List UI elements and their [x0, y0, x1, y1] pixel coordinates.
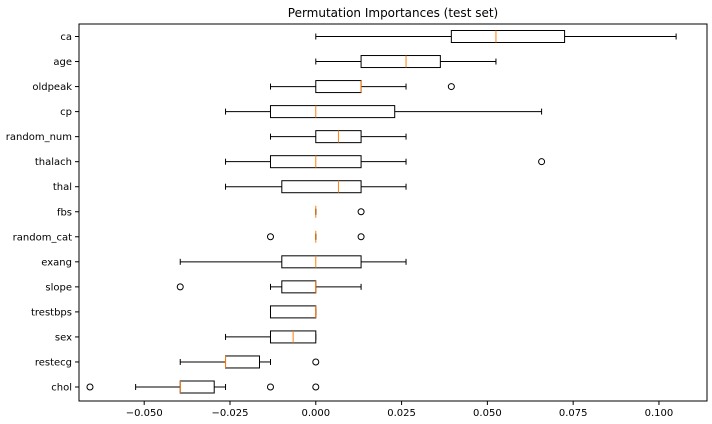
iqr-box [269, 105, 396, 119]
iqr-box [225, 355, 261, 369]
box-cp [225, 105, 543, 119]
y-tick-label: thal [53, 182, 72, 193]
outlier-point [86, 383, 94, 391]
outlier-point [357, 208, 365, 216]
box-sex [225, 330, 317, 344]
iqr-box [281, 280, 317, 294]
x-tick-label: 0.100 [645, 408, 674, 419]
outlier-point [266, 233, 274, 241]
y-tick-label: restecg [35, 357, 72, 368]
y-tick-label: fbs [57, 207, 72, 218]
outlier-point [447, 83, 455, 91]
x-tick-label: 0.050 [473, 408, 502, 419]
box-random-num [269, 130, 407, 144]
x-tick-label: −0.050 [126, 408, 163, 419]
iqr-box [315, 80, 362, 94]
y-tick-label: age [53, 57, 72, 68]
box-random-cat [266, 230, 365, 243]
y-tick-label: sex [55, 332, 72, 343]
x-axis: −0.050 −0.025 0.000 0.025 0.050 0.075 0.100 [126, 401, 674, 419]
box-ca [315, 30, 677, 43]
x-tick-label: −0.025 [211, 408, 248, 419]
y-tick-label: random_cat [13, 232, 72, 243]
iqr-box [450, 30, 566, 43]
iqr-box [179, 380, 215, 394]
box-thalach [225, 155, 546, 169]
y-tick-label: random_num [6, 132, 72, 143]
box-thal [225, 180, 407, 194]
box-slope [176, 280, 362, 294]
iqr-box [360, 55, 441, 69]
plot-area [86, 30, 677, 394]
box-fbs [315, 205, 365, 218]
x-tick-label: 0.075 [559, 408, 588, 419]
y-tick-label: thalach [35, 157, 72, 168]
y-tick-label: cp [60, 107, 72, 118]
box-exang [179, 255, 407, 269]
box-age [315, 55, 497, 69]
x-tick-label: 0.000 [301, 408, 330, 419]
iqr-box [281, 180, 362, 194]
outlier-point [312, 383, 320, 391]
box-restecg [179, 355, 320, 369]
outlier-point [312, 358, 320, 366]
x-tick-label: 0.025 [387, 408, 416, 419]
chart-title: Permutation Importances (test set) [288, 6, 498, 20]
box-oldpeak [269, 80, 455, 94]
y-tick-label: trestbps [31, 307, 72, 318]
y-tick-label: oldpeak [32, 82, 72, 93]
outlier-point [357, 233, 365, 241]
y-tick-label: slope [45, 282, 72, 293]
y-tick-label: ca [60, 32, 72, 43]
outlier-point [176, 283, 184, 291]
box-trestbps [269, 305, 317, 319]
outlier-point [266, 383, 274, 391]
y-tick-label: chol [51, 383, 72, 394]
y-tick-label: exang [41, 257, 72, 268]
box-chol [86, 380, 320, 394]
iqr-box [269, 305, 317, 319]
iqr-box [281, 255, 362, 269]
outlier-point [538, 158, 546, 166]
axes-frame [78, 23, 708, 402]
